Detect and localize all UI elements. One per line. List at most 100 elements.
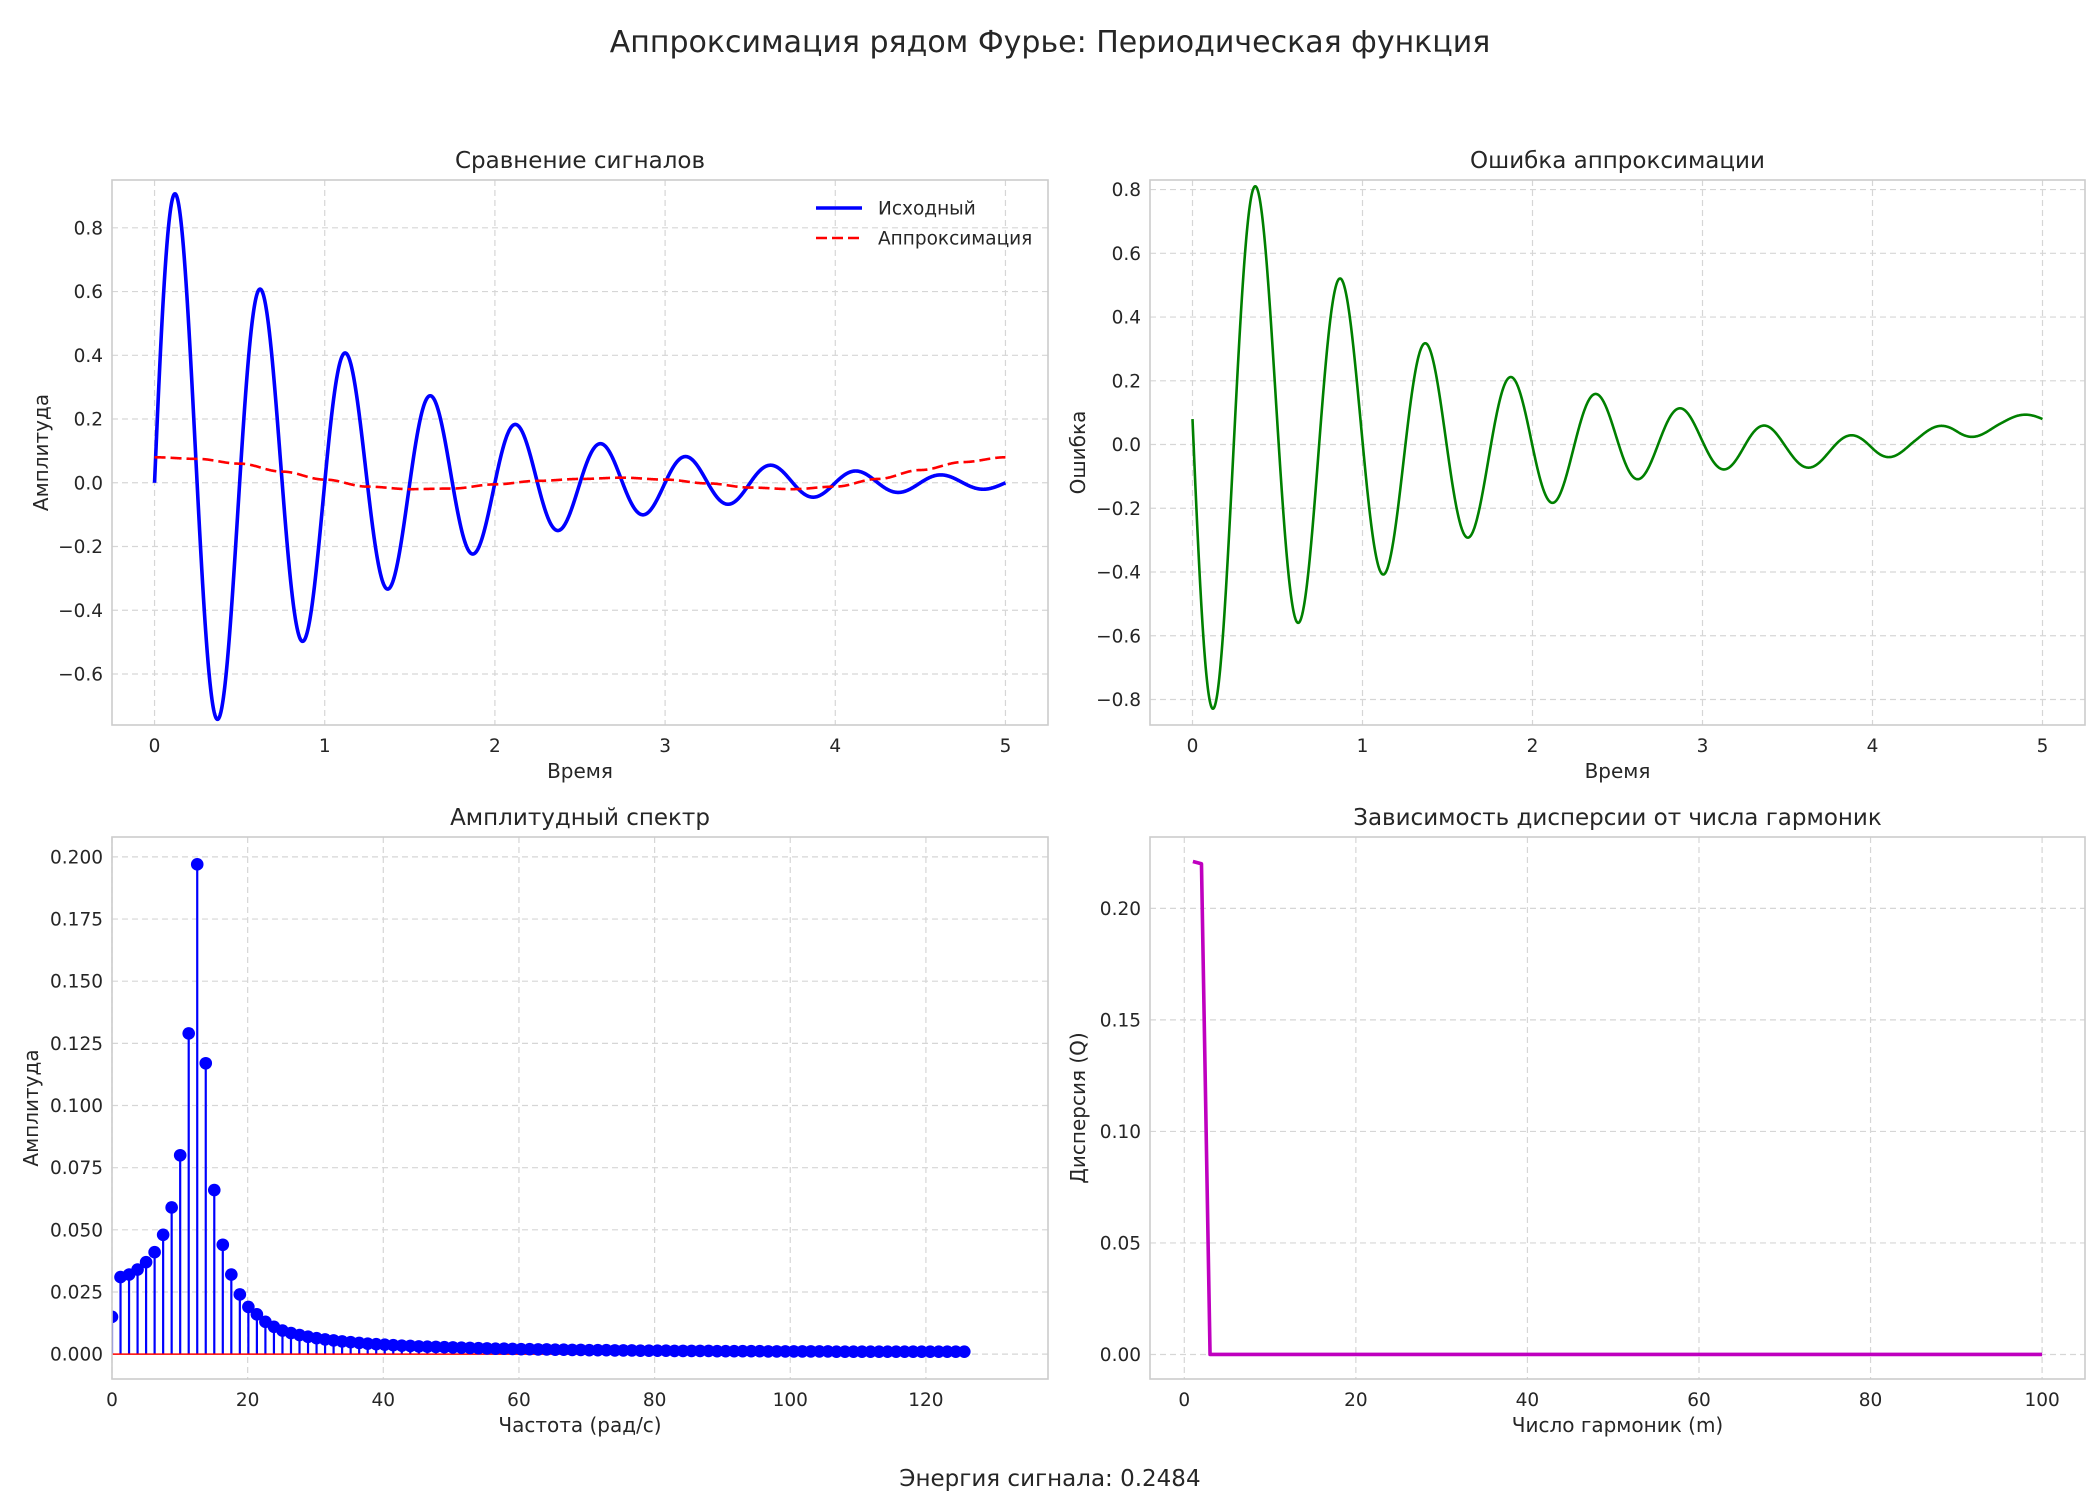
y-tick-label: 0.00 [1100,1345,1141,1366]
x-tick-label: 60 [507,1390,531,1411]
x-tick-label: 4 [1867,736,1879,757]
y-tick-label: 0.2 [74,410,103,431]
plot-area [152,192,1007,722]
x-axis-label: Время [547,759,613,783]
spectrum-panel: 0 20 40 60 80 100 120 0.000 0.025 0.050 0.075 0.100… [19,805,1049,1437]
x-tick-label: 20 [1344,1390,1368,1411]
error-panel: 0 1 2 3 4 5 −0.8 −0.6 −0.4 −0.2 0.0 0.2 0.4 0.6 0.8 Оши… [1066,148,2086,783]
axes-frame [111,836,1049,1380]
x-tick-label: 40 [372,1390,396,1411]
x-tick-label: 2 [489,736,501,757]
signals-panel: 0 1 2 3 4 5 −0.6 −0.4 −0.2 0.0 0.2 0.4 0.6 0.8 Сравнен… [29,148,1049,783]
axes-frame [1149,836,2086,1380]
stem-marker [131,1263,144,1276]
y-axis-label: Амплитуда [29,394,53,511]
figure-suptitle: Аппроксимация рядом Фурье: Периодическая… [610,25,1491,60]
stem-marker [207,1183,221,1197]
y-tick-label: 0.050 [50,1220,103,1241]
x-tick-label: 1 [319,736,331,757]
y-tick-label: 0.000 [50,1345,103,1366]
panel-title: Сравнение сигналов [455,148,705,174]
series-line-approximation [154,455,1006,491]
y-tick-label: 0.200 [50,847,103,868]
y-tick-label: 0.0 [1112,435,1141,456]
y-tick-label: −0.2 [1096,499,1141,520]
x-tick-label: 80 [1859,1390,1883,1411]
y-tick-label: 0.20 [1100,899,1141,920]
stem-marker [112,1310,119,1324]
y-tick-label: −0.6 [58,665,103,686]
x-tick-label: 0 [106,1390,118,1411]
y-tick-label: 0.4 [74,346,103,367]
x-tick-label: 80 [643,1390,667,1411]
x-tick-label: 5 [2037,736,2049,757]
y-tick-label: −0.2 [58,537,103,558]
y-axis-label: Дисперсия (Q) [1066,1032,1090,1183]
stem-marker [199,1056,213,1070]
stem-marker [190,858,204,871]
panel-title: Зависимость дисперсии от числа гармоник [1353,805,1882,831]
stem-marker [216,1238,230,1252]
stem-marker [139,1255,153,1269]
legend-label-approximation: Аппроксимация [878,229,1032,250]
stem-marker [148,1245,161,1259]
x-tick-label: 3 [659,736,671,757]
y-tick-label: −0.8 [1096,690,1141,711]
x-tick-label: 40 [1516,1390,1540,1411]
y-tick-label: 0.025 [50,1282,103,1303]
y-tick-label: 0.10 [1100,1122,1141,1143]
y-tick-label: 0.8 [1112,180,1141,201]
variance-panel: 0 20 40 60 80 100 0.00 0.05 0.10 0.15 0.20 Зависимо… [1066,805,2086,1437]
y-tick-label: 0.0 [74,473,103,494]
y-tick-label: 0.175 [50,910,103,931]
x-axis-label: Частота (рад/с) [498,1413,661,1437]
y-axis-label: Амплитуда [19,1049,43,1166]
x-axis-label: Число гармоник (m) [1512,1413,1723,1437]
stem-marker [958,1345,971,1358]
x-tick-label: 2 [1527,736,1539,757]
panel-title: Амплитудный спектр [450,805,710,831]
y-tick-label: 0.2 [1112,371,1141,392]
figure-footer: Энергия сигнала: 0.2484 [899,1466,1200,1492]
x-tick-label: 60 [1687,1390,1711,1411]
x-tick-label: 0 [149,736,161,757]
y-tick-label: 0.8 [74,218,103,239]
series-line-original [152,192,1007,722]
y-tick-label: 0.05 [1100,1233,1141,1254]
x-tick-label: 0 [1187,736,1199,757]
legend-label-original: Исходный [878,199,976,220]
y-tick-label: 0.15 [1100,1010,1141,1031]
y-tick-label: 0.150 [50,972,103,993]
y-axis-label: Ошибка [1066,411,1090,495]
panel-title: Ошибка аппроксимации [1470,148,1765,174]
series-line-variance [1192,859,2043,1357]
x-tick-label: 100 [2024,1390,2059,1411]
x-tick-label: 3 [1697,736,1709,757]
y-tick-label: 0.075 [50,1158,103,1179]
y-tick-label: −0.6 [1096,626,1141,647]
x-axis-label: Время [1585,759,1651,783]
y-tick-label: 0.125 [50,1034,103,1055]
y-tick-label: 0.100 [50,1096,103,1117]
plot-area [1191,184,2044,711]
stem-marker [182,1027,196,1040]
series-line-error [1191,184,2044,711]
y-tick-label: −0.4 [1096,563,1141,584]
x-tick-label: 100 [773,1390,808,1411]
x-tick-label: 20 [236,1390,260,1411]
x-tick-label: 120 [908,1390,943,1411]
stem-marker [242,1300,255,1314]
x-tick-label: 4 [829,736,841,757]
y-tick-label: 0.6 [1112,244,1141,265]
y-tick-label: −0.4 [58,601,103,622]
stem-marker [250,1308,264,1321]
axes-frame [111,179,1049,726]
plot-area [112,858,971,1358]
x-tick-label: 0 [1178,1390,1190,1411]
x-tick-label: 1 [1357,736,1369,757]
y-tick-label: 0.6 [74,282,103,303]
stem-marker [225,1268,238,1281]
stem-marker [156,1228,170,1242]
stem-marker [173,1148,187,1162]
